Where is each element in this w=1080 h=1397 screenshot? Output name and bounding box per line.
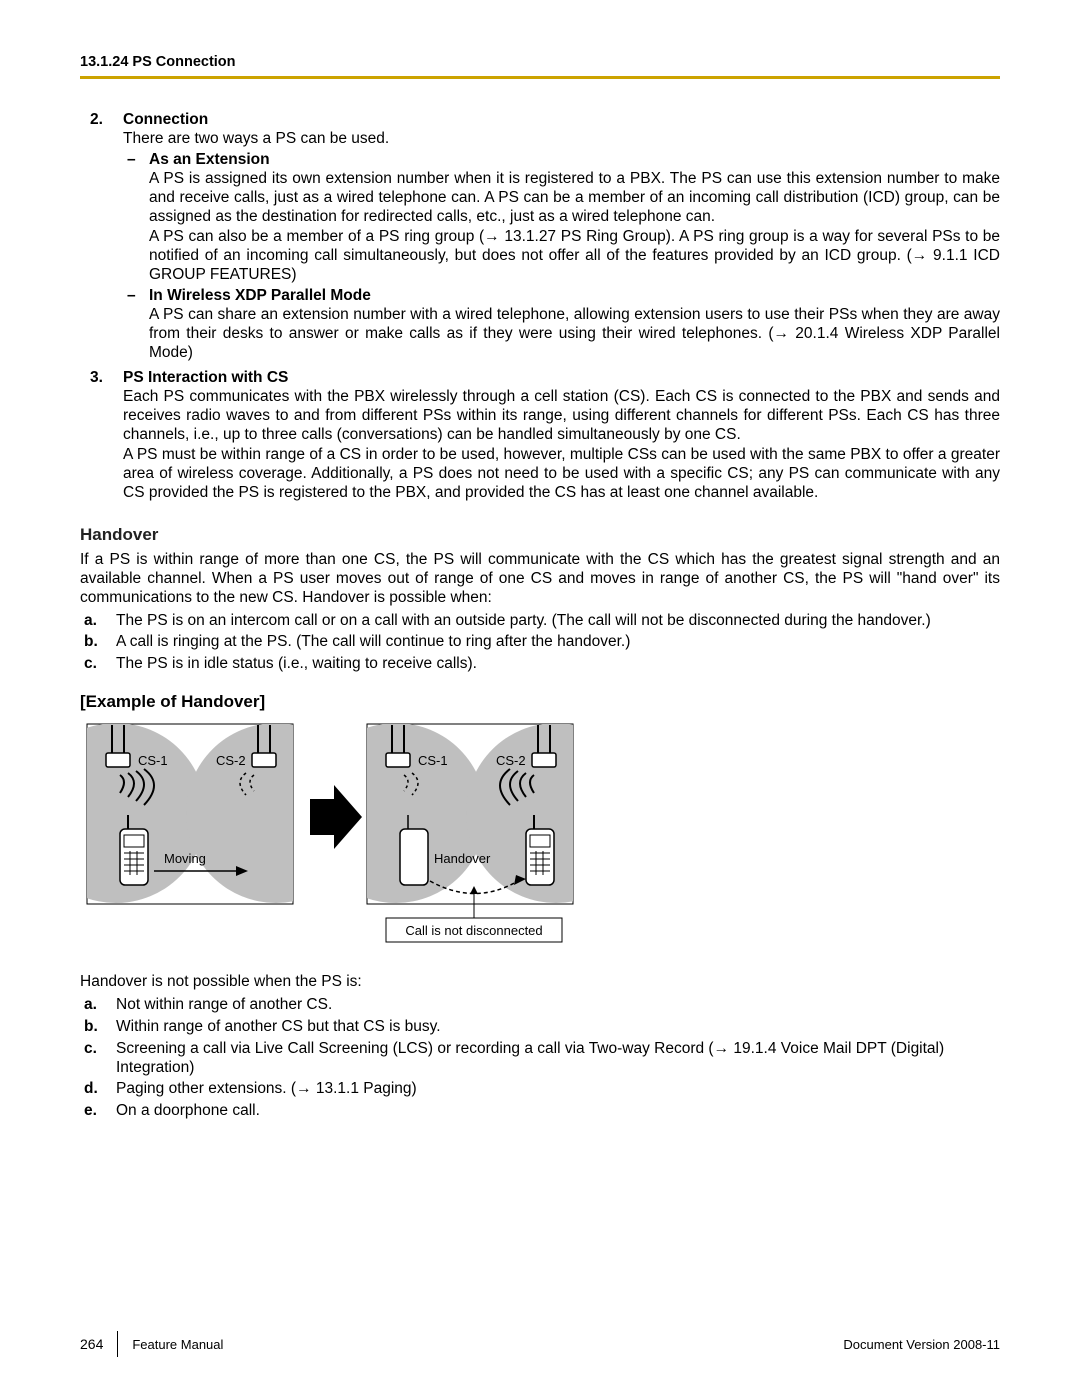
sub-item-paragraph: A PS can share an extension number with … bbox=[149, 306, 1000, 363]
list-item: c. Screening a call via Live Call Screen… bbox=[80, 1040, 1000, 1078]
cs1-label-r: CS-1 bbox=[418, 753, 448, 768]
list-marker: b. bbox=[84, 633, 98, 652]
handover-intro: If a PS is within range of more than one… bbox=[80, 551, 1000, 608]
page-footer: 264 Feature Manual Document Version 2008… bbox=[80, 1331, 1000, 1357]
list-marker: a. bbox=[84, 996, 97, 1015]
list-item-text: A call is ringing at the PS. (The call w… bbox=[116, 633, 630, 650]
list-item-text: The PS is in idle status (i.e., waiting … bbox=[116, 655, 477, 672]
page-content: 2. Connection There are two ways a PS ca… bbox=[80, 111, 1000, 1121]
sub-item-extension: – As an Extension A PS is assigned its o… bbox=[123, 151, 1000, 285]
handover-diagram: CS-1 CS-2 bbox=[86, 723, 1000, 949]
sub-list: – As an Extension A PS is assigned its o… bbox=[123, 151, 1000, 363]
footer-docversion: Document Version 2008-11 bbox=[843, 1337, 1000, 1352]
list-marker: e. bbox=[84, 1102, 97, 1121]
list-marker: 3. bbox=[90, 369, 103, 388]
list-item: d. Paging other extensions. (→ 13.1.1 Pa… bbox=[80, 1080, 1000, 1099]
sub-item-title: As an Extension bbox=[149, 151, 270, 168]
list-item: b. A call is ringing at the PS. (The cal… bbox=[80, 633, 1000, 652]
list-marker: c. bbox=[84, 1040, 97, 1059]
caption-text: Call is not disconnected bbox=[405, 923, 542, 938]
list-item-text: The PS is on an intercom call or on a ca… bbox=[116, 612, 931, 629]
notpossible-intro: Handover is not possible when the PS is: bbox=[80, 973, 1000, 992]
list-marker: b. bbox=[84, 1018, 98, 1037]
example-heading: [Example of Handover] bbox=[80, 692, 1000, 713]
handover-diagram-svg: CS-1 CS-2 bbox=[86, 723, 576, 943]
sub-item-title: In Wireless XDP Parallel Mode bbox=[149, 287, 371, 304]
handover-label: Handover bbox=[434, 851, 491, 866]
footer-divider bbox=[117, 1331, 118, 1357]
handover-notpossible-list: a. Not within range of another CS. b. Wi… bbox=[80, 996, 1000, 1121]
sub-item-paragraph: A PS is assigned its own extension numbe… bbox=[149, 170, 1000, 227]
header-rule bbox=[80, 76, 1000, 79]
list-item-text: On a doorphone call. bbox=[116, 1102, 260, 1119]
page-number: 264 bbox=[80, 1336, 103, 1352]
moving-label: Moving bbox=[164, 851, 206, 866]
list-marker: 2. bbox=[90, 111, 103, 130]
handover-possible-list: a. The PS is on an intercom call or on a… bbox=[80, 612, 1000, 675]
list-item-text: Paging other extensions. (→ 13.1.1 Pagin… bbox=[116, 1080, 417, 1097]
document-page: 13.1.24 PS Connection 2. Connection Ther… bbox=[0, 0, 1080, 1397]
list-item-title: PS Interaction with CS bbox=[123, 369, 288, 386]
cs2-label-r: CS-2 bbox=[496, 753, 526, 768]
list-item-intro: There are two ways a PS can be used. bbox=[123, 130, 1000, 149]
list-marker: c. bbox=[84, 655, 97, 674]
list-item-text: Screening a call via Live Call Screening… bbox=[116, 1040, 944, 1076]
list-item: e. On a doorphone call. bbox=[80, 1102, 1000, 1121]
list-item-paragraph: A PS must be within range of a CS in ord… bbox=[123, 446, 1000, 503]
cs1-label: CS-1 bbox=[138, 753, 168, 768]
list-marker: d. bbox=[84, 1080, 98, 1099]
transition-arrow-icon bbox=[310, 785, 362, 849]
list-item: a. Not within range of another CS. bbox=[80, 996, 1000, 1015]
list-item: a. The PS is on an intercom call or on a… bbox=[80, 612, 1000, 631]
header-title: 13.1.24 PS Connection bbox=[80, 54, 236, 70]
numbered-list: 2. Connection There are two ways a PS ca… bbox=[80, 111, 1000, 503]
footer-manual: Feature Manual bbox=[132, 1337, 223, 1352]
handover-heading: Handover bbox=[80, 525, 1000, 546]
list-item-text: Not within range of another CS. bbox=[116, 996, 332, 1013]
dash-marker: – bbox=[127, 151, 136, 170]
list-item-title: Connection bbox=[123, 111, 208, 128]
list-item-ps-interaction: 3. PS Interaction with CS Each PS commun… bbox=[80, 369, 1000, 503]
list-item: c. The PS is in idle status (i.e., waiti… bbox=[80, 655, 1000, 674]
list-item-paragraph: Each PS communicates with the PBX wirele… bbox=[123, 388, 1000, 445]
dash-marker: – bbox=[127, 287, 136, 306]
sub-item-paragraph: A PS can also be a member of a PS ring g… bbox=[149, 228, 1000, 285]
sub-item-wireless-xdp: – In Wireless XDP Parallel Mode A PS can… bbox=[123, 287, 1000, 363]
page-header: 13.1.24 PS Connection bbox=[80, 54, 1000, 70]
list-item-text: Within range of another CS but that CS i… bbox=[116, 1018, 441, 1035]
list-item: b. Within range of another CS but that C… bbox=[80, 1018, 1000, 1037]
list-item-connection: 2. Connection There are two ways a PS ca… bbox=[80, 111, 1000, 363]
list-marker: a. bbox=[84, 612, 97, 631]
cs2-label: CS-2 bbox=[216, 753, 246, 768]
